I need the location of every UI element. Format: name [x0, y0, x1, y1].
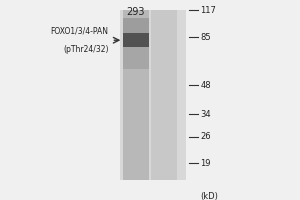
Text: FOXO1/3/4-PAN: FOXO1/3/4-PAN	[50, 27, 108, 36]
Text: 117: 117	[200, 6, 216, 15]
Bar	[152, 10, 177, 180]
Text: 48: 48	[200, 81, 211, 90]
FancyBboxPatch shape	[120, 10, 186, 180]
Text: (kD): (kD)	[200, 192, 218, 200]
Text: 26: 26	[200, 132, 211, 141]
Bar	[123, 33, 148, 47]
Text: 85: 85	[200, 33, 211, 42]
Text: 293: 293	[127, 7, 145, 17]
Bar	[123, 10, 148, 180]
Text: (pThr24/32): (pThr24/32)	[63, 45, 108, 54]
Bar	[123, 18, 148, 33]
Text: 34: 34	[200, 110, 211, 119]
Text: 19: 19	[200, 159, 211, 168]
Bar	[123, 47, 148, 69]
